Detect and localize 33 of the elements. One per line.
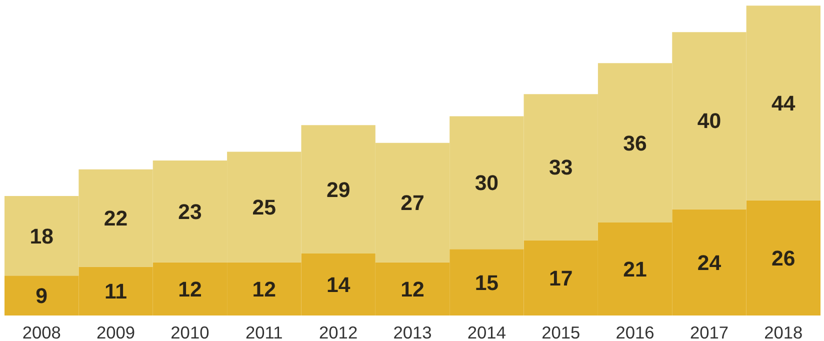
x-tick-label: 2012 [319, 322, 358, 341]
data-label: 12 [252, 277, 276, 302]
data-label: 29 [326, 178, 350, 202]
data-label: 33 [549, 156, 573, 180]
data-label: 24 [697, 250, 722, 275]
x-tick-label: 2016 [616, 322, 654, 341]
data-label: 12 [400, 277, 424, 302]
data-label: 9 [36, 284, 48, 308]
data-label: 25 [252, 196, 276, 220]
data-label: 18 [30, 224, 54, 248]
data-label: 22 [104, 206, 128, 231]
data-label: 40 [697, 109, 722, 134]
data-label: 17 [549, 266, 573, 290]
data-label: 15 [474, 270, 499, 295]
data-label: 12 [178, 277, 202, 302]
x-tick-label: 2017 [690, 322, 729, 341]
data-label: 44 [772, 91, 796, 116]
x-tick-label: 2011 [246, 322, 283, 341]
x-tick-label: 2008 [22, 322, 61, 341]
data-label: 23 [178, 200, 202, 224]
data-label: 26 [772, 246, 796, 270]
data-label: 14 [326, 273, 350, 298]
data-label: 36 [623, 131, 648, 156]
x-tick-label: 2009 [96, 322, 136, 341]
data-label: 30 [474, 171, 499, 196]
x-tick-label: 2010 [170, 322, 210, 341]
x-tick-label: 2015 [542, 322, 580, 341]
x-tick-label: 2014 [467, 322, 506, 341]
data-label: 11 [104, 280, 128, 304]
x-tick-label: 2018 [764, 322, 803, 341]
x-tick-label: 2013 [393, 322, 432, 341]
data-label: 21 [623, 258, 648, 282]
data-label: 27 [400, 191, 424, 216]
